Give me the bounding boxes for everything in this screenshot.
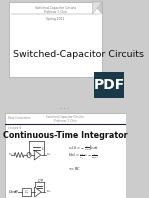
Text: $\diamond$: $\diamond$ [39,176,44,184]
Bar [5,113,126,198]
Text: Switched-Capacitor Circuits: Switched-Capacitor Circuits [13,50,144,58]
Text: +: + [27,153,31,157]
Text: . . .: . . . [60,105,69,109]
Text: $C$: $C$ [41,145,45,151]
Text: Spring 2011: Spring 2011 [46,17,65,21]
Text: $v_o(t)=-\frac{1}{RC}\int v_i dt$: $v_o(t)=-\frac{1}{RC}\int v_i dt$ [68,143,99,153]
Text: $\tau=RC$: $\tau=RC$ [68,166,81,172]
Text: Professor Y. Chiu: Professor Y. Chiu [54,118,76,123]
Bar [22,188,31,196]
Bar [94,72,124,98]
Text: $v_o$: $v_o$ [46,189,51,195]
Text: $H(s)=\frac{V_o}{V_i}=-\frac{1}{sRC}$: $H(s)=\frac{V_o}{V_i}=-\frac{1}{sRC}$ [68,152,98,162]
Polygon shape [34,150,41,160]
Polygon shape [35,187,41,197]
Text: $C$: $C$ [37,176,41,184]
Polygon shape [92,2,102,14]
Text: $v_i$: $v_i$ [14,189,18,195]
Text: Switched-Capacitor Circuits: Switched-Capacitor Circuits [46,115,84,119]
Text: Switched-Capacitor Circuits: Switched-Capacitor Circuits [35,6,76,10]
Text: Goal: Goal [9,190,18,194]
Text: $v_o$: $v_o$ [46,152,52,158]
Polygon shape [92,2,102,14]
Text: $C_s$: $C_s$ [24,188,29,196]
Text: $v_i$: $v_i$ [8,152,13,158]
Bar [9,2,102,77]
Text: Lecture 8: Lecture 8 [8,126,21,130]
Text: Data Converters: Data Converters [8,116,30,120]
Text: PDF: PDF [93,78,125,92]
Text: Professor Y. Chiu: Professor Y. Chiu [44,10,67,13]
Text: Continuous-Time Integrator: Continuous-Time Integrator [3,131,127,141]
